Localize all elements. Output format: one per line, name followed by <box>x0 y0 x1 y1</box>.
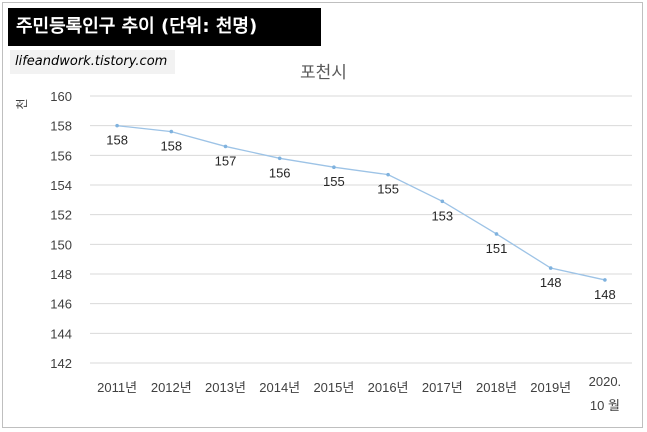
y-tick-label: 148 <box>50 267 72 282</box>
x-tick-label: 2014년 <box>259 380 300 395</box>
data-point <box>494 232 499 236</box>
data-label: 155 <box>377 182 399 197</box>
data-point <box>440 199 445 204</box>
x-tick-label: 2015년 <box>313 380 354 395</box>
data-label: 151 <box>486 241 508 256</box>
gridlines <box>90 95 632 364</box>
x-tick-labels: 2011년 2012년 2013년 2014년 2015년 2016년 2017년 2018년… <box>97 374 621 413</box>
data-point <box>332 165 336 169</box>
x-tick-label: 2013년 <box>205 380 246 395</box>
x-tick-label: 2011년 <box>97 380 137 395</box>
y-tick-label: 160 <box>50 89 72 104</box>
x-tick-label: 2016년 <box>368 380 409 395</box>
data-label: 157 <box>215 153 237 168</box>
y-tick-label: 146 <box>50 297 72 312</box>
y-tick-label: 158 <box>50 119 72 134</box>
y-tick-label: 154 <box>50 178 72 193</box>
data-point <box>386 172 390 177</box>
data-point <box>603 278 607 282</box>
y-axis-label: 천 <box>14 98 29 109</box>
data-label: 158 <box>106 133 128 148</box>
x-tick-label: 2012년 <box>151 380 192 395</box>
data-label: 153 <box>431 208 453 223</box>
data-label: 155 <box>323 174 345 189</box>
chart-title: 포천시 <box>300 63 347 83</box>
data-point <box>115 123 119 128</box>
y-tick-label: 142 <box>50 356 72 371</box>
data-point <box>223 144 228 149</box>
data-label: 158 <box>160 139 182 154</box>
y-tick-label: 156 <box>50 148 72 163</box>
series-line-path <box>117 125 606 281</box>
data-point <box>169 129 174 134</box>
x-tick-label: 2017년 <box>422 380 463 395</box>
data-label: 148 <box>540 275 562 290</box>
y-tick-label: 144 <box>50 326 72 341</box>
data-label: 156 <box>269 165 291 180</box>
data-points <box>115 123 607 282</box>
data-labels: 158 158 157 156 155 155 153 151 148 148 <box>106 133 616 302</box>
data-label: 148 <box>594 287 616 302</box>
watermark: lifeandwork.tistory.com <box>10 50 175 74</box>
series-line <box>117 125 606 281</box>
x-tick-label: 2019년 <box>530 380 571 395</box>
y-tick-labels: 142 144 146 148 150 152 154 156 158 160 <box>50 89 72 371</box>
y-tick-label: 152 <box>50 208 72 223</box>
x-tick-label: 2018년 <box>476 380 517 395</box>
y-tick-label: 150 <box>50 237 72 252</box>
data-point <box>277 156 282 161</box>
x-tick-label: 2020. 10 월 <box>589 374 622 413</box>
data-point <box>548 266 553 270</box>
banner-title: 주민등록인구 추이 (단위: 천명) <box>8 8 321 46</box>
